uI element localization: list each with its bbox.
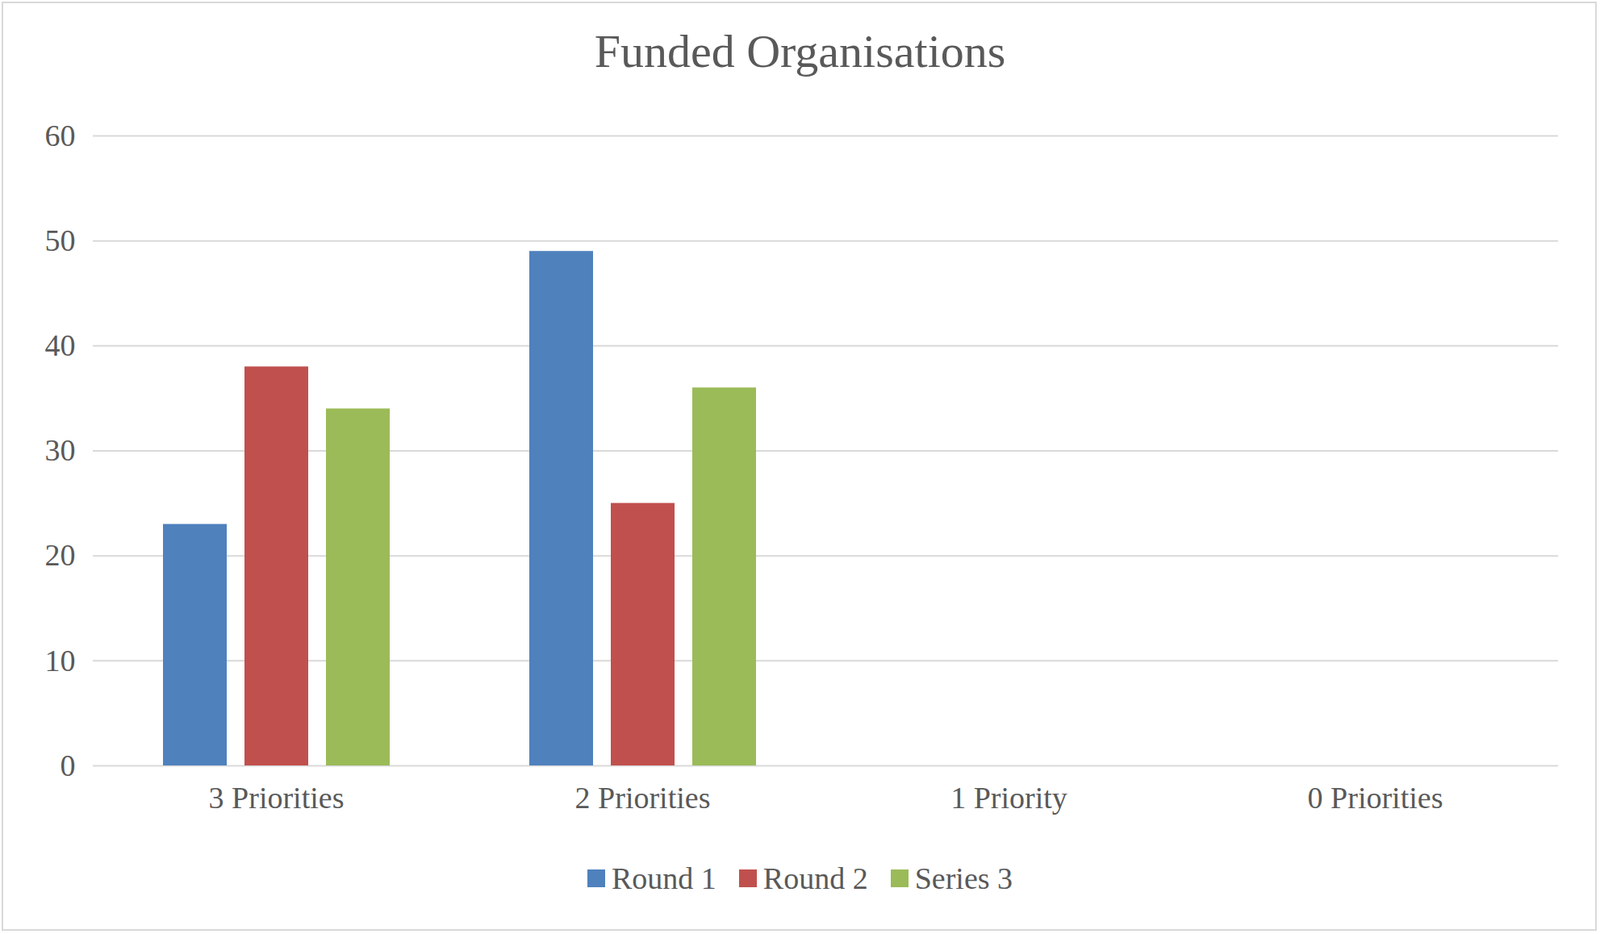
svg-text:0: 0 bbox=[60, 748, 76, 783]
svg-text:1 Priority: 1 Priority bbox=[950, 781, 1068, 815]
svg-text:2 Priorities: 2 Priorities bbox=[575, 781, 711, 815]
html-text:Round 1: Round 1 bbox=[611, 861, 717, 896]
svg-text:60: 60 bbox=[45, 118, 76, 153]
html-text:Round 2: Round 2 bbox=[763, 861, 868, 896]
svg-text:50: 50 bbox=[45, 223, 76, 258]
html-text:Series 3: Series 3 bbox=[914, 861, 1013, 896]
svg-text:10: 10 bbox=[45, 643, 76, 677]
svg-text:40: 40 bbox=[45, 328, 76, 363]
svg-text:30: 30 bbox=[45, 433, 76, 468]
svg-text:0 Priorities: 0 Priorities bbox=[1307, 781, 1444, 815]
svg-text:3 Priorities: 3 Priorities bbox=[208, 781, 345, 815]
svg-text:20: 20 bbox=[45, 538, 76, 573]
html-text:Funded Organisations: Funded Organisations bbox=[594, 25, 1006, 78]
